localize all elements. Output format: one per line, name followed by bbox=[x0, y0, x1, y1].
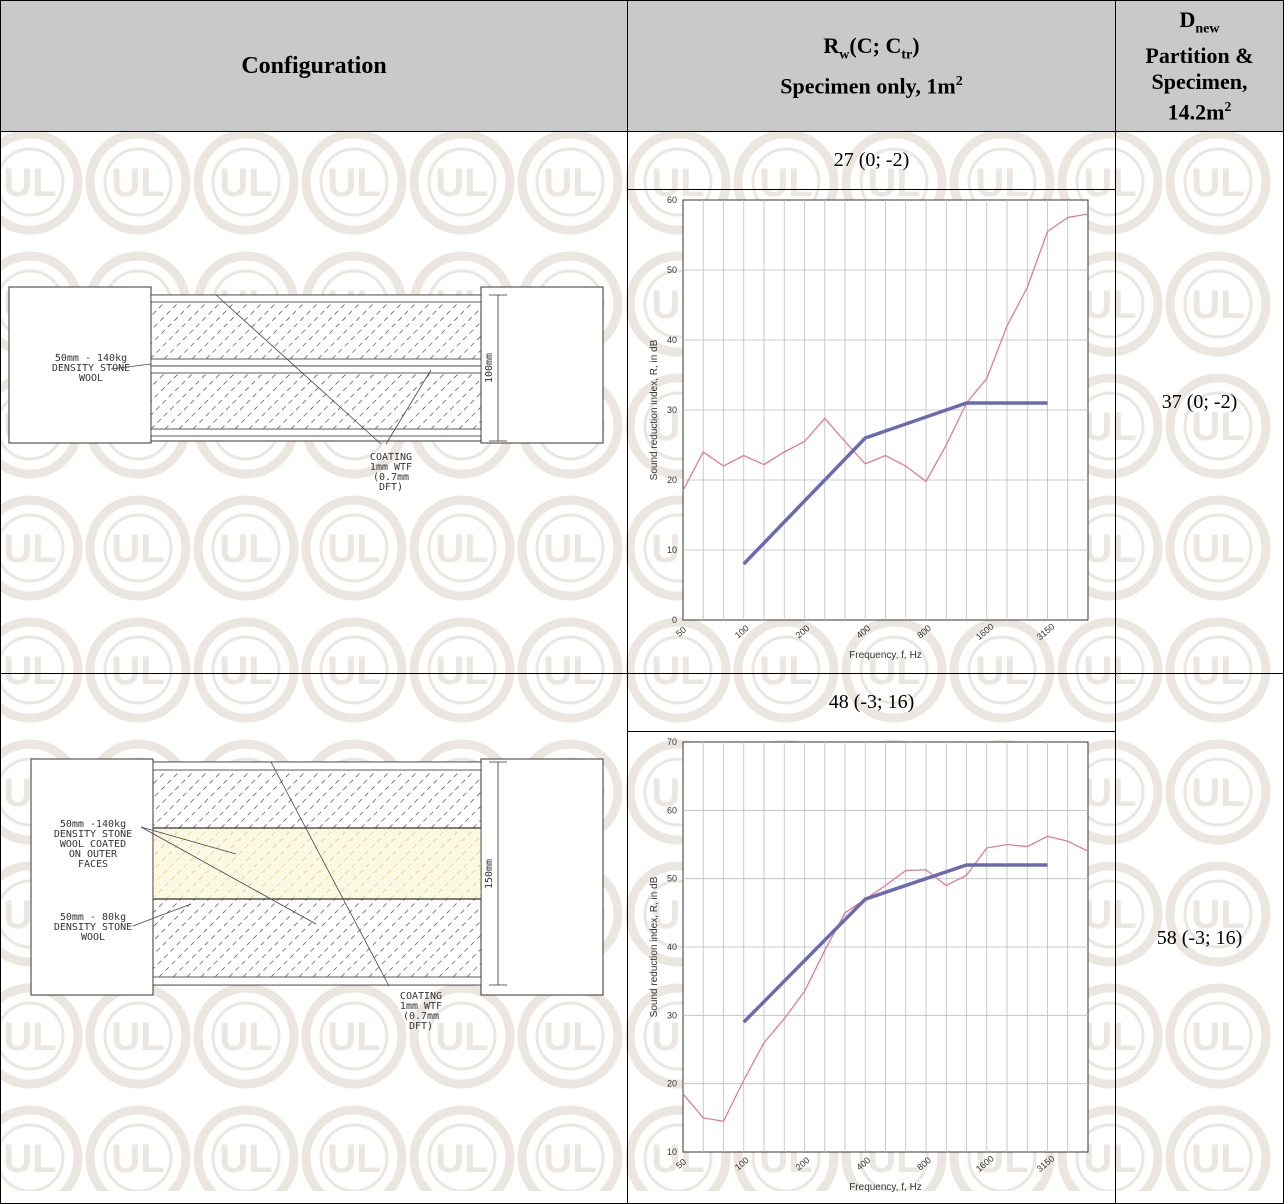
dnew-value-2: 58 (-3; 16) bbox=[1115, 673, 1284, 1204]
measured-curve bbox=[682, 835, 1089, 1122]
right-support-block bbox=[480, 758, 604, 996]
x-tick-label: 400 bbox=[854, 623, 872, 640]
rw-value-1: 27 (0; -2) bbox=[627, 131, 1116, 190]
coating-label: DFT) bbox=[379, 482, 403, 493]
table-header-row: Configuration Rw(C; Ctr) Specimen only, … bbox=[0, 0, 1284, 132]
y-tick-label: 30 bbox=[667, 1010, 677, 1020]
hatch-fill bbox=[151, 302, 481, 359]
reference-curve bbox=[742, 401, 1048, 566]
left-support-block bbox=[30, 758, 154, 996]
coating-layer bbox=[150, 428, 482, 437]
table-row: 10 20 30 40 50 60 70 50 100 200 400 800 1600 3150 Freq… bbox=[1, 731, 1284, 1204]
coating-layer bbox=[152, 976, 482, 986]
coating-label: 1mm WTF bbox=[370, 462, 412, 473]
leader-line bbox=[270, 761, 390, 987]
leader-line bbox=[385, 369, 432, 445]
coating-layer bbox=[150, 294, 482, 303]
x-axis-label: Frequency, f, Hz bbox=[849, 650, 922, 661]
leader-line bbox=[132, 903, 192, 927]
leader-line bbox=[110, 363, 152, 370]
chart-cell-1: 0 10 20 30 40 50 60 50 100 200 400 800 1600 3150 Frequ… bbox=[627, 189, 1116, 674]
y-tick-label: 40 bbox=[667, 335, 677, 345]
measured-curve bbox=[682, 213, 1089, 491]
coating-layer bbox=[150, 358, 482, 367]
configuration-cell-2: 150mm 50mm -140kg DENSITY STONE WOOL COATED… bbox=[0, 673, 628, 1204]
x-axis-label: Frequency, f, Hz bbox=[849, 1182, 922, 1193]
coating-label: COATING bbox=[370, 452, 412, 463]
wool-label: WOOL bbox=[79, 373, 103, 384]
x-tick-label: 50 bbox=[674, 625, 688, 639]
center-wool-layer bbox=[152, 827, 482, 900]
coating-label: DFT) bbox=[409, 1021, 433, 1032]
wool-label: 50mm - 140kg bbox=[55, 353, 127, 364]
y-tick-label: 60 bbox=[667, 195, 677, 205]
y-tick-label: 40 bbox=[667, 942, 677, 952]
wool-label: DENSITY STONE bbox=[52, 363, 130, 374]
y-tick-label: 50 bbox=[667, 874, 677, 884]
header-dnew: Dnew Partition & Specimen, 14.2m2 bbox=[1115, 0, 1284, 132]
x-tick-label: 200 bbox=[794, 623, 812, 640]
sound-reduction-chart-1: 0 10 20 30 40 50 60 50 100 200 400 800 1600 3150 Frequ… bbox=[649, 195, 1089, 661]
wool-label-2: DENSITY STONE bbox=[54, 922, 132, 933]
x-tick-label: 1600 bbox=[974, 621, 996, 642]
dnew-value-1: 37 (0; -2) bbox=[1115, 131, 1284, 674]
right-support-block bbox=[480, 286, 604, 444]
coating-label: (0.7mm bbox=[373, 472, 409, 483]
table-row: 0 10 20 30 40 50 60 50 100 200 400 800 1600 3150 Frequ… bbox=[1, 189, 1284, 674]
y-tick-label: 50 bbox=[667, 265, 677, 275]
leader-line bbox=[215, 294, 382, 445]
x-tick-label: 1600 bbox=[974, 1153, 996, 1174]
y-tick-label: 10 bbox=[667, 1147, 677, 1157]
leader-line bbox=[140, 826, 317, 925]
wool-label: FACES bbox=[78, 859, 108, 870]
x-tick-label: 50 bbox=[674, 1157, 688, 1171]
wool-label-2: 50mm - 80kg bbox=[60, 912, 126, 923]
y-tick-label: 20 bbox=[667, 475, 677, 485]
dimension-label: 150mm bbox=[484, 859, 495, 889]
x-tick-label: 200 bbox=[794, 1155, 812, 1172]
header-rw: Rw(C; Ctr) Specimen only, 1m2 bbox=[627, 0, 1116, 132]
table-row: 100mm 50mm - 140kg DENSITY STONE WOOL COATIN… bbox=[0, 131, 1284, 674]
configuration-cell-1: 100mm 50mm - 140kg DENSITY STONE WOOL COATIN… bbox=[0, 131, 628, 674]
coating-layer bbox=[152, 761, 482, 771]
hatch-fill bbox=[153, 828, 481, 899]
y-tick-label: 0 bbox=[672, 615, 677, 625]
coating-label: (0.7mm bbox=[403, 1011, 439, 1022]
sound-reduction-chart-2: 10 20 30 40 50 60 70 50 100 200 400 800 1600 3150 Freq… bbox=[649, 737, 1089, 1193]
x-tick-label: 100 bbox=[733, 1155, 751, 1172]
x-tick-label: 3150 bbox=[1035, 1153, 1057, 1174]
wool-label: ON OUTER bbox=[69, 849, 118, 860]
x-tick-label: 800 bbox=[915, 1155, 933, 1172]
y-tick-label: 70 bbox=[667, 737, 677, 747]
y-tick-label: 30 bbox=[667, 405, 677, 415]
leader-line bbox=[140, 826, 237, 855]
x-tick-label: 400 bbox=[854, 1155, 872, 1172]
y-tick-label: 10 bbox=[667, 545, 677, 555]
rw-value-2: 48 (-3; 16) bbox=[627, 673, 1116, 732]
x-tick-label: 3150 bbox=[1035, 621, 1057, 642]
coating-label: COATING bbox=[400, 991, 442, 1002]
hatch-fill bbox=[151, 373, 481, 429]
table-row: 150mm 50mm -140kg DENSITY STONE WOOL COATED… bbox=[0, 673, 1284, 1204]
wool-label: 50mm -140kg bbox=[60, 819, 126, 830]
wool-label: WOOL COATED bbox=[60, 839, 126, 850]
left-support-block bbox=[8, 286, 152, 444]
x-tick-label: 100 bbox=[733, 623, 751, 640]
y-axis-label: Sound reduction index, R, in dB bbox=[649, 876, 660, 1017]
dimension-label: 100mm bbox=[484, 353, 495, 383]
coating-label: 1mm WTF bbox=[400, 1001, 442, 1012]
reference-curve bbox=[742, 863, 1048, 1024]
y-axis-label: Sound reduction index, R, in dB bbox=[649, 339, 660, 480]
chart-cell-2: 10 20 30 40 50 60 70 50 100 200 400 800 1600 3150 Freq… bbox=[627, 731, 1116, 1204]
coating-layer bbox=[150, 365, 482, 374]
header-configuration: Configuration bbox=[0, 0, 628, 132]
x-tick-label: 800 bbox=[915, 623, 933, 640]
y-tick-label: 20 bbox=[667, 1079, 677, 1089]
wool-label: DENSITY STONE bbox=[54, 829, 132, 840]
y-tick-label: 60 bbox=[667, 805, 677, 815]
wool-label-2: WOOL bbox=[81, 932, 105, 943]
